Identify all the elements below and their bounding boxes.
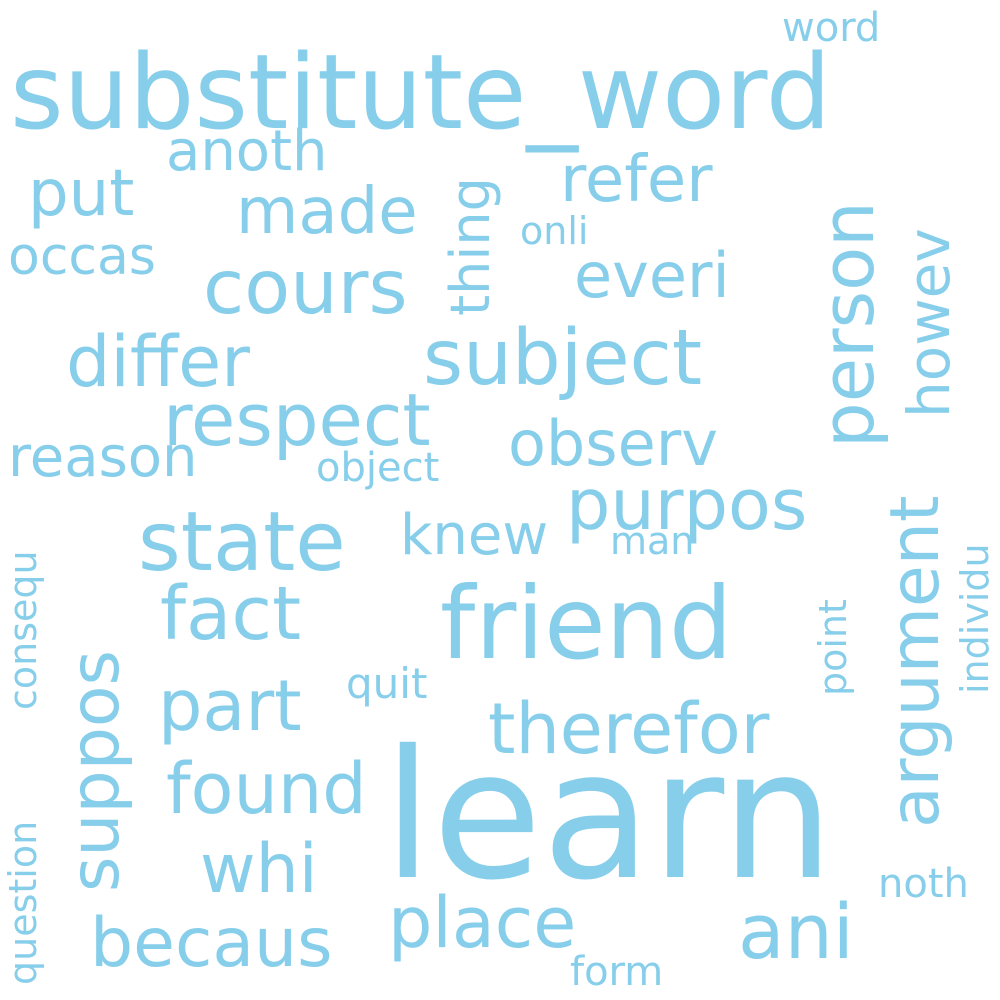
word-place: place (388, 882, 577, 964)
word-respect: respect (163, 378, 431, 462)
word-purpos: purpos (566, 464, 808, 546)
word-subject: subject (423, 314, 703, 403)
word-knew: knew (400, 503, 549, 568)
word-man: man (610, 519, 695, 563)
word-refer: refer (560, 143, 713, 217)
word-question: question (1, 820, 45, 985)
word-put: put (28, 157, 135, 231)
word-reason: reason (8, 425, 198, 490)
word-made: made (236, 175, 418, 249)
word-differ: differ (66, 321, 250, 403)
word-howev: howev (895, 228, 963, 418)
word-quit: quit (346, 659, 428, 708)
word-suppos: suppos (56, 650, 135, 892)
word-state: state (138, 495, 346, 590)
word-observ: observ (508, 407, 718, 480)
word-occas: occas (8, 227, 156, 287)
word-whi: whi (200, 830, 318, 909)
word-fact: fact (160, 571, 302, 657)
word-point: point (811, 599, 855, 696)
word-friend: friend (440, 565, 733, 682)
word-thing: thing (439, 177, 502, 316)
word-therefor: therefor (488, 688, 770, 770)
word-part: part (158, 665, 302, 747)
word-becaus: becaus (90, 904, 333, 983)
word-object: object (316, 445, 440, 491)
word-anoth: anoth (166, 119, 328, 184)
word-learn: learn (383, 712, 834, 919)
word-individu: individu (953, 543, 997, 694)
word-substitute-word: substitute_word (10, 33, 832, 153)
word-argument: argument (876, 495, 955, 828)
word-everi: everi (574, 239, 730, 312)
word-word: word (782, 5, 881, 51)
word-person: person (806, 201, 890, 448)
word-cours: cours (203, 243, 408, 331)
word-noth: noth (878, 861, 969, 907)
word-ani: ani (738, 887, 854, 976)
word-found: found (166, 748, 367, 830)
word-form: form (570, 949, 664, 995)
word-consequ: consequ (1, 550, 45, 710)
word-onli: onli (520, 209, 589, 253)
